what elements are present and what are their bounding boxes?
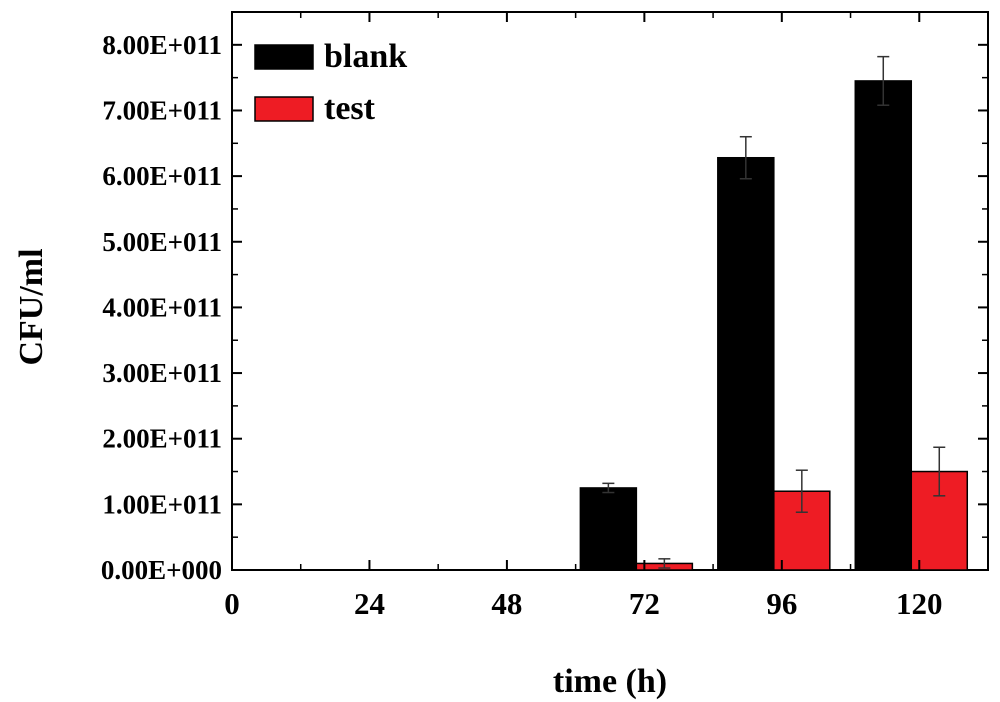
- error-bar-blank-120: [877, 55, 890, 106]
- x-tick-label: 72: [629, 586, 660, 621]
- legend-swatch-test: [254, 96, 314, 122]
- bar-blank-96: [717, 156, 775, 571]
- y-tick-label: 7.00E+011: [102, 95, 222, 125]
- error-bar-test-72: [658, 558, 671, 569]
- x-tick-label: 48: [491, 586, 522, 621]
- y-tick-label: 4.00E+011: [102, 292, 222, 322]
- x-tick-label: 120: [896, 586, 943, 621]
- bars-layer: [579, 80, 969, 571]
- x-tick-label: 96: [766, 586, 797, 621]
- y-tick-label: 3.00E+011: [102, 358, 222, 388]
- error-bars-layer: [602, 55, 946, 569]
- x-tick-label: 24: [354, 586, 385, 621]
- legend: blank test: [254, 38, 407, 127]
- error-bar-test-120: [933, 446, 946, 497]
- error-bar-blank-96: [739, 135, 752, 180]
- error-bar-test-96: [795, 469, 808, 513]
- x-axis-title: time (h): [553, 663, 667, 700]
- legend-swatch-blank: [254, 44, 314, 70]
- y-tick-label: 2.00E+011: [102, 424, 222, 454]
- y-tick-label: 8.00E+011: [102, 30, 222, 60]
- legend-label-test: test: [324, 90, 376, 127]
- y-tick-label: 0.00E+000: [101, 555, 222, 585]
- error-bar-blank-72: [602, 482, 615, 494]
- y-axis-title: CFU/ml: [13, 248, 50, 365]
- bar-blank-120: [854, 80, 913, 571]
- legend-label-blank: blank: [324, 38, 407, 75]
- y-axis: 0.00E+000 1.00E+011 2.00E+011 3.00E+011 4.00…: [101, 30, 988, 585]
- x-tick-label: 0: [224, 586, 240, 621]
- x-axis: 0 24 48 72 96 120: [224, 12, 943, 621]
- y-tick-label: 1.00E+011: [102, 489, 222, 519]
- y-tick-label: 6.00E+011: [102, 161, 222, 191]
- y-tick-label: 5.00E+011: [102, 227, 222, 257]
- bar-blank-72: [579, 487, 638, 571]
